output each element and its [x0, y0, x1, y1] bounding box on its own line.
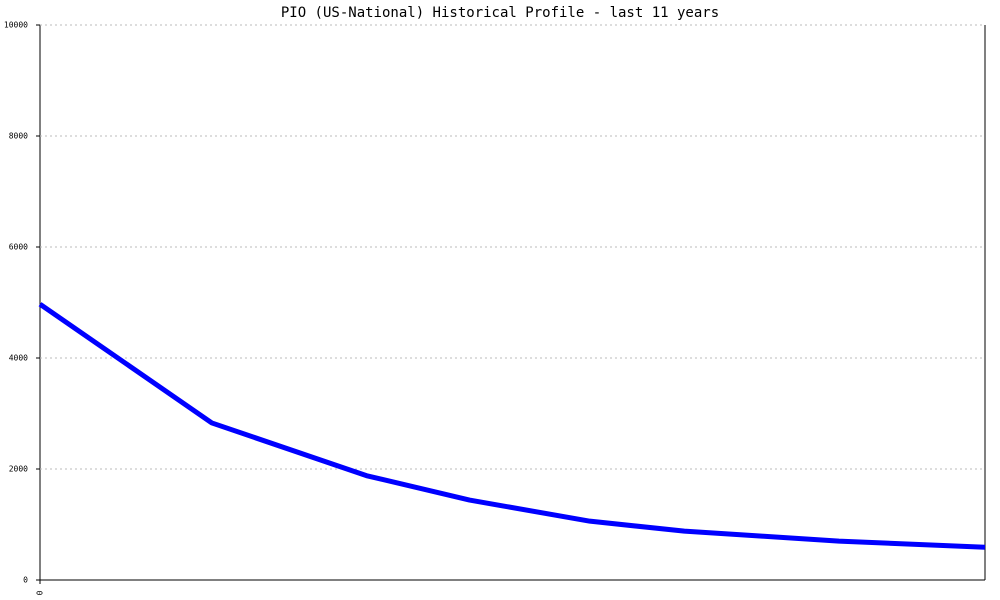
x-tick-label: 0: [36, 590, 45, 595]
data-line: [38, 302, 986, 550]
y-tick-label: 2000: [9, 465, 28, 474]
chart-title: PIO (US-National) Historical Profile - l…: [281, 5, 719, 21]
y-tick-label: 4000: [9, 354, 28, 363]
y-tick-label: 0: [23, 576, 28, 585]
y-tick-label: 10000: [4, 21, 28, 30]
y-tick-label: 6000: [9, 243, 28, 252]
y-tick-label: 8000: [9, 132, 28, 141]
